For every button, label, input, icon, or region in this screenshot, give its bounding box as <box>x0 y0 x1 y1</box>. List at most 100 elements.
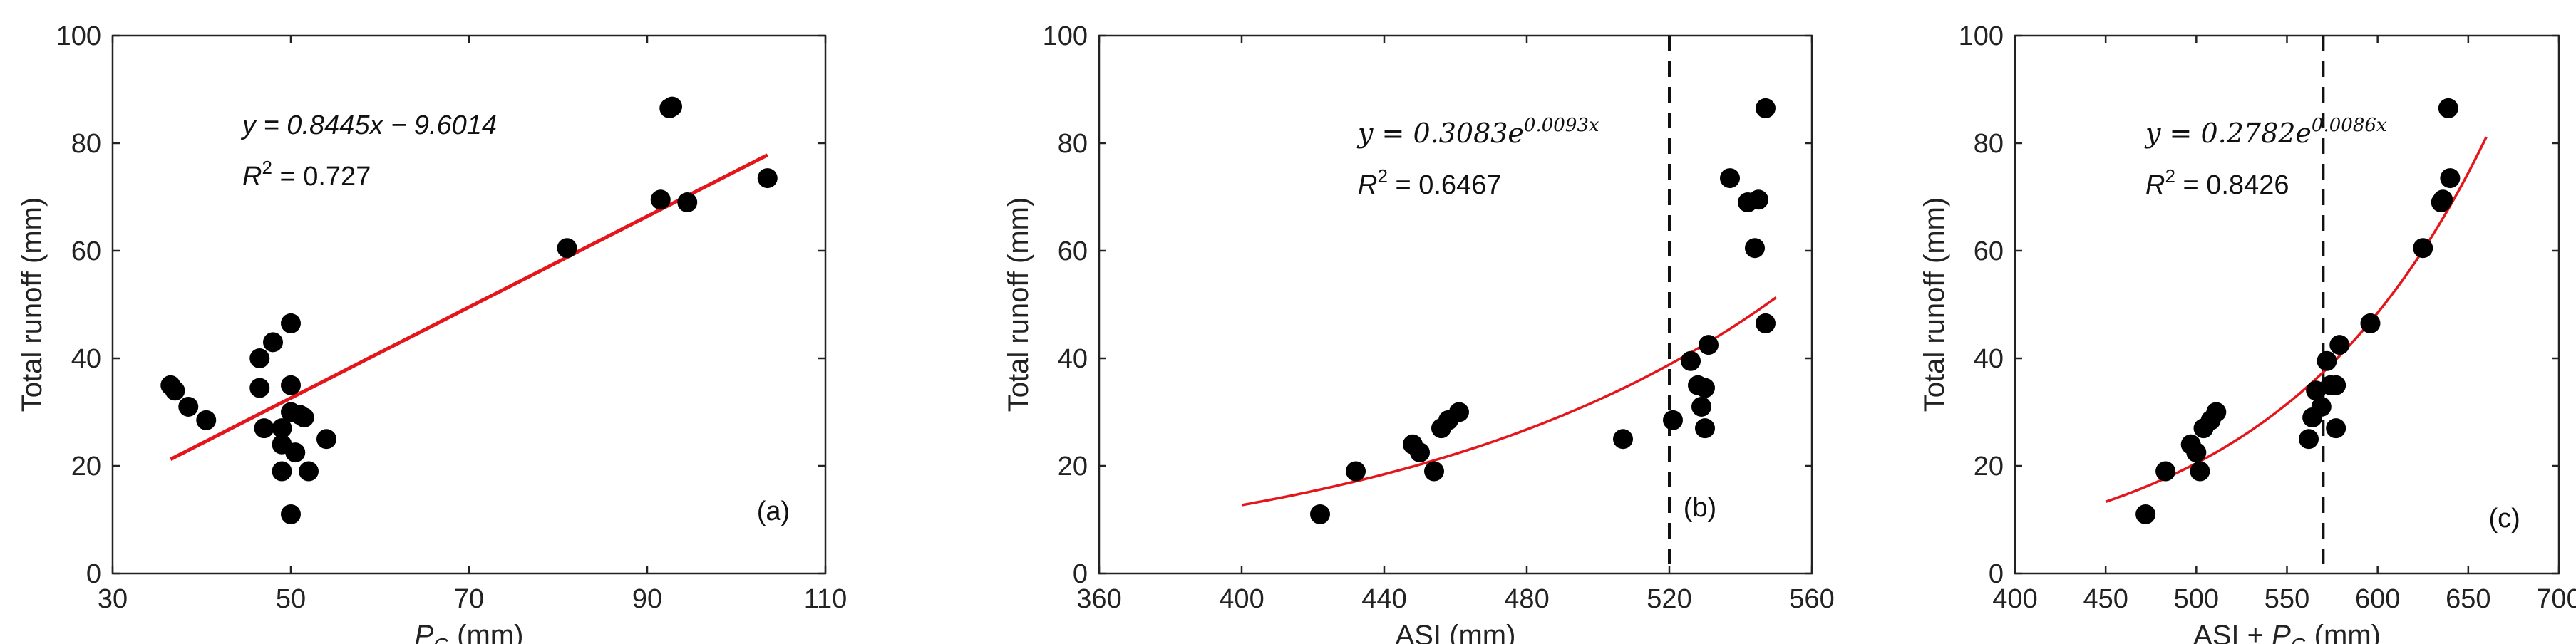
y-tick-label: 20 <box>1058 452 1088 482</box>
plot-frame <box>1098 34 1813 575</box>
data-point <box>2190 461 2210 482</box>
x-axis-label: ASI + PG (mm) <box>2193 620 2381 644</box>
data-point <box>272 418 292 439</box>
x-tick-label: 110 <box>804 584 847 614</box>
data-point <box>1613 429 1633 450</box>
y-tick-label: 0 <box>86 559 101 589</box>
x-label-sub: G <box>433 634 449 644</box>
y-tick-label: 60 <box>71 237 101 266</box>
panel-tag: (a) <box>757 497 790 526</box>
r2-exponent: 2 <box>262 157 272 178</box>
data-point <box>249 348 270 368</box>
y-axis-label: Total runoff (mm) <box>1919 197 1950 412</box>
data-point <box>2311 396 2332 417</box>
data-point <box>1756 313 1776 333</box>
data-point <box>165 380 185 401</box>
r2-symbol: R <box>242 162 262 192</box>
data-point <box>2413 238 2433 259</box>
fit-equation: y = 0.3083e0.0093x <box>1356 115 1599 149</box>
y-tick-label: 40 <box>1058 344 1088 374</box>
y-tick-label: 100 <box>56 21 101 51</box>
y-tick-label: 0 <box>1989 559 2004 589</box>
r2-symbol: R <box>2145 170 2165 200</box>
panel-tag: (c) <box>2489 504 2520 534</box>
x-tick-label: 440 <box>1361 584 1406 614</box>
data-point <box>285 442 306 463</box>
data-point <box>1748 189 1768 210</box>
x-tick-label: 450 <box>2083 584 2128 614</box>
data-point <box>178 396 199 417</box>
data-point <box>2317 350 2337 371</box>
x-tick-label: 70 <box>454 584 484 614</box>
y-tick-label: 80 <box>71 129 101 159</box>
data-point <box>281 375 301 395</box>
x-axis-label: ASI (mm) <box>1396 620 1516 644</box>
x-tick-label: 600 <box>2355 584 2400 614</box>
x-tick-label: 360 <box>1076 584 1121 614</box>
panel-tag: (b) <box>1684 493 1716 523</box>
data-point <box>2438 98 2458 118</box>
fit-equation: y = 0.2782e0.0086x <box>2144 115 2387 149</box>
x-tick-label: 650 <box>2446 584 2490 614</box>
data-point <box>1695 378 1715 398</box>
data-point <box>263 332 283 353</box>
data-point <box>2360 313 2381 333</box>
data-point <box>2299 429 2319 450</box>
data-point <box>1745 238 1765 259</box>
x-label-var: P <box>415 620 434 644</box>
x-tick-label: 400 <box>1219 584 1264 614</box>
data-point <box>2135 504 2156 524</box>
r-squared: R2 = 0.6467 <box>1358 165 1501 200</box>
x-tick-label: 30 <box>98 584 128 614</box>
data-point <box>1695 418 1715 439</box>
data-point <box>1663 410 1683 430</box>
data-point <box>2433 189 2453 210</box>
data-point <box>294 407 314 428</box>
data-point <box>281 313 301 333</box>
data-point <box>1310 504 1330 524</box>
y-tick-label: 80 <box>1058 129 1088 159</box>
r2-symbol: R <box>1358 170 1377 200</box>
data-point <box>2326 418 2346 439</box>
data-point <box>650 189 671 210</box>
x-tick-label: 500 <box>2174 584 2219 614</box>
data-point <box>557 238 577 259</box>
r-squared: R2 = 0.8426 <box>2145 165 2289 200</box>
data-point <box>2440 168 2461 189</box>
x-tick-label: 550 <box>2265 584 2309 614</box>
data-point <box>316 429 336 450</box>
y-tick-label: 100 <box>1959 21 2004 51</box>
panel-c: 400 450 500 550 600 650 700 0 20 40 60 80 100 Total r… <box>1919 21 2576 644</box>
x-label-var: P <box>2272 620 2291 644</box>
r2-value: = 0.8426 <box>2175 170 2289 200</box>
x-label-sub: G <box>2291 634 2307 644</box>
r2-exponent: 2 <box>1377 165 1387 187</box>
r-squared: R2 = 0.727 <box>242 157 371 192</box>
x-label-unit: (mm) <box>449 620 523 644</box>
eq-exponent: 0.0086x <box>2312 115 2387 136</box>
y-tick-label: 20 <box>71 452 101 482</box>
panel-a: 30 50 70 90 110 0 20 40 60 80 100 Total runoff (mm)… <box>16 21 847 644</box>
y-tick-label: 40 <box>1974 344 2004 374</box>
data-point <box>1691 396 1711 417</box>
y-tick-label: 0 <box>1073 559 1088 589</box>
data-point <box>254 418 274 439</box>
x-tick-label: 700 <box>2536 584 2576 614</box>
y-axis-label: Total runoff (mm) <box>16 197 48 412</box>
x-label-unit: (mm) <box>1441 620 1515 644</box>
y-tick-label: 80 <box>1974 129 2004 159</box>
data-point <box>1699 335 1719 355</box>
data-point <box>272 461 292 482</box>
data-point <box>281 504 301 524</box>
data-point <box>2326 375 2346 395</box>
data-point <box>1681 350 1701 371</box>
data-point <box>662 96 682 117</box>
panel-b: 360 400 440 480 520 560 0 20 40 60 80 100 Total runo… <box>1003 21 1835 644</box>
r2-exponent: 2 <box>2165 165 2175 187</box>
r2-value: = 0.6467 <box>1388 170 1502 200</box>
x-tick-label: 90 <box>632 584 662 614</box>
data-point <box>1346 461 1366 482</box>
data-point <box>2155 461 2176 482</box>
y-tick-label: 20 <box>1974 452 2004 482</box>
